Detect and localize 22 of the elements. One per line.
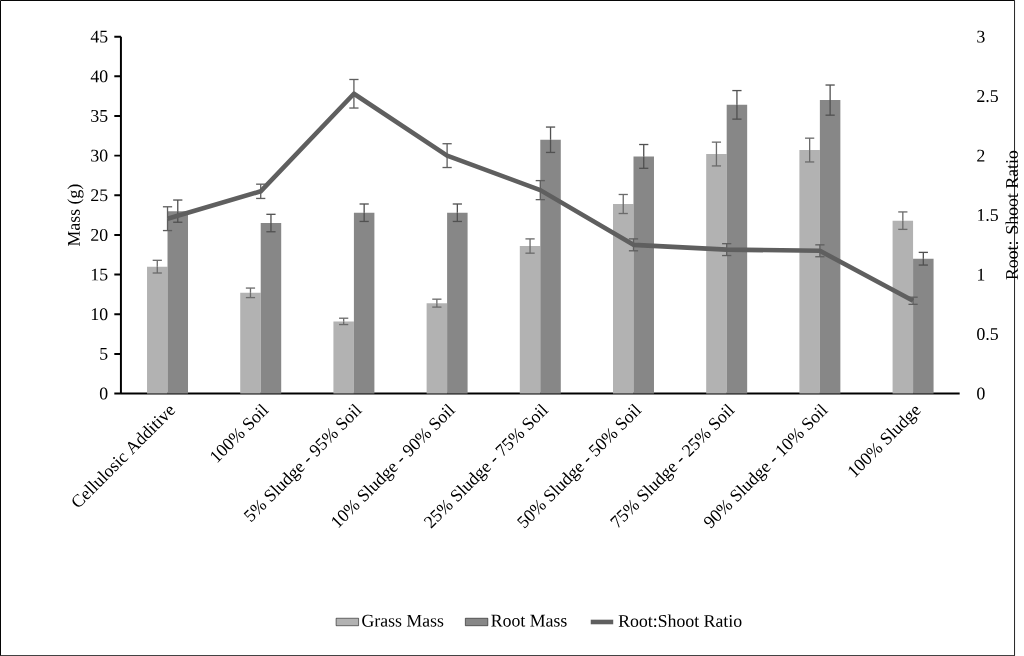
y-tick-label: 5 [100, 347, 108, 360]
legend-label: Root:Shoot Ratio [618, 614, 742, 627]
y-tick-label: 20 [91, 228, 108, 241]
y2-tick-label: 0 [977, 387, 985, 400]
y-tick-label: 30 [91, 149, 108, 162]
y2-tick-label: 1 [978, 268, 985, 281]
y-tick-label: 35 [91, 109, 108, 122]
y-tick-label: 10 [91, 308, 108, 321]
y-tick-label: 45 [90, 30, 108, 43]
y-tick-label: 40 [90, 70, 108, 83]
y2-tick-label: 1.5 [978, 208, 998, 221]
y2-tick-label: 3 [977, 30, 985, 43]
y-axis-title: Mass (g) [67, 184, 84, 246]
y2-tick-label: 2 [977, 149, 985, 162]
y2-axis-title: Root: Shoot Ratio [1005, 150, 1019, 280]
y-tick-label: 15 [91, 268, 108, 281]
y-tick-label: 25 [91, 189, 108, 202]
legend-label: Grass Mass [362, 614, 444, 627]
y-tick-label: 0 [99, 387, 108, 400]
legend-label: Root Mass [491, 614, 567, 627]
y2-tick-label: 2.5 [977, 90, 998, 103]
y2-tick-label: 0.5 [977, 327, 998, 340]
